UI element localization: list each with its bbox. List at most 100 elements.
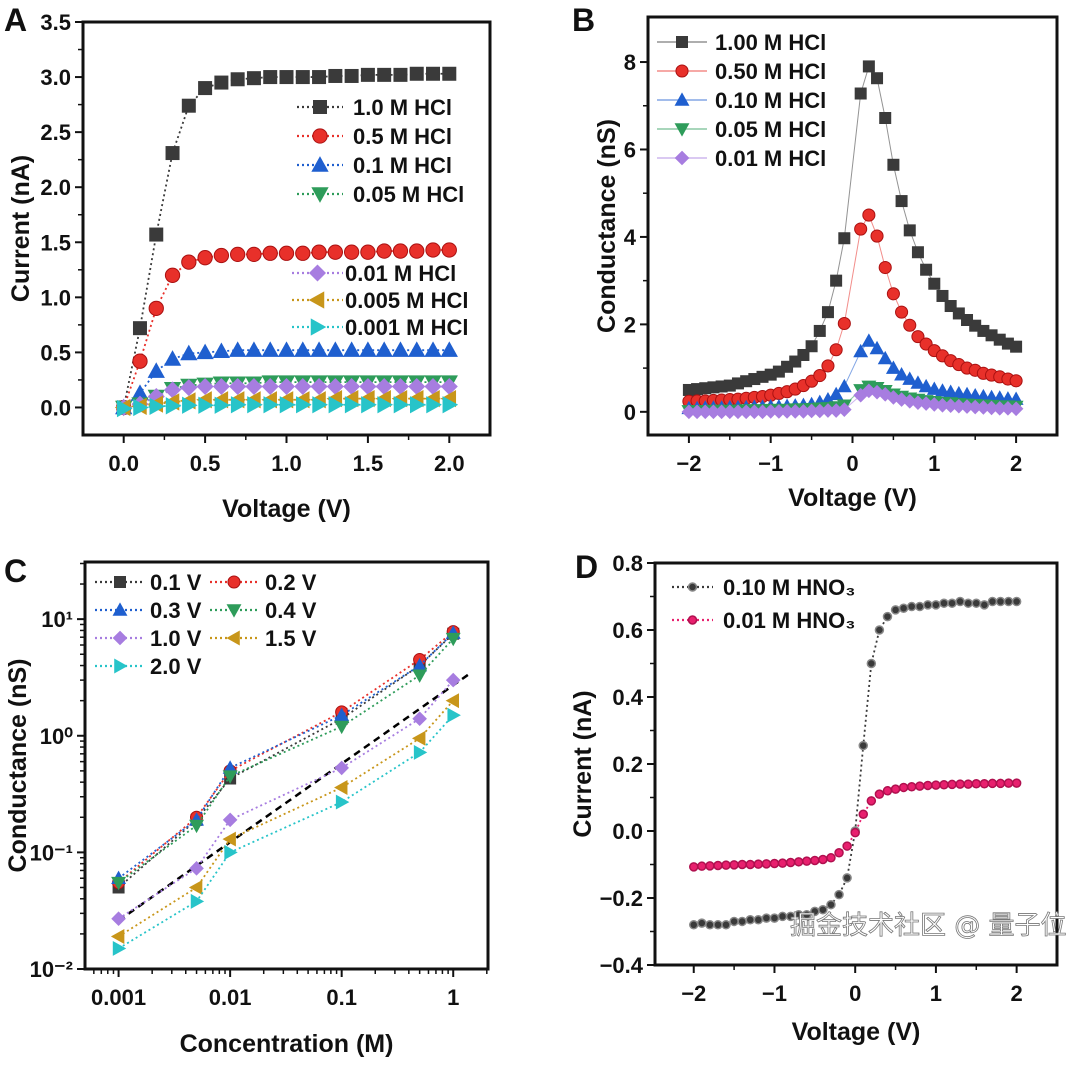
data-point xyxy=(753,859,764,869)
data-point xyxy=(920,263,933,276)
data-point xyxy=(212,378,230,396)
legend-label: 0.2 V xyxy=(265,570,317,595)
data-point xyxy=(164,267,181,283)
data-point xyxy=(903,224,916,237)
data-point xyxy=(995,778,1006,789)
data-point xyxy=(1011,596,1022,607)
x-tick-label: 2.0 xyxy=(434,451,465,476)
data-point xyxy=(769,913,780,923)
series-line xyxy=(118,700,454,938)
series-line xyxy=(688,65,1017,391)
data-point xyxy=(898,603,909,613)
legend-marker xyxy=(312,128,328,144)
data-point xyxy=(910,375,926,389)
legend-label: 0.10 M HCl xyxy=(715,88,826,113)
data-point xyxy=(247,396,263,414)
data-point xyxy=(853,343,869,358)
data-point xyxy=(890,784,901,794)
data-point xyxy=(262,245,278,261)
data-point xyxy=(116,399,133,418)
data-point xyxy=(877,350,893,365)
y-tick-label: 2.0 xyxy=(40,175,71,200)
data-point xyxy=(412,711,427,727)
y-tick-label: 0 xyxy=(624,400,636,425)
data-point xyxy=(425,242,441,258)
data-point xyxy=(442,66,457,81)
x-tick-label: −2 xyxy=(681,981,706,1006)
legend-marker xyxy=(112,602,128,616)
data-point xyxy=(826,899,836,910)
data-point xyxy=(729,916,739,927)
legend-label: 1.0 V xyxy=(150,626,202,651)
panel-label: C xyxy=(4,553,27,589)
data-point xyxy=(971,598,982,608)
x-tick-label: 1 xyxy=(928,451,940,476)
data-point xyxy=(877,387,893,402)
legend-entry: 1.00 M HCl xyxy=(657,30,826,55)
data-point xyxy=(777,858,788,868)
data-point xyxy=(939,598,949,608)
data-point xyxy=(377,396,394,414)
data-point xyxy=(212,342,231,359)
x-tick-label: −1 xyxy=(762,981,787,1006)
data-point xyxy=(263,70,278,85)
x-tick-label: 1 xyxy=(447,985,459,1010)
data-point xyxy=(261,341,279,357)
data-point xyxy=(189,861,204,876)
legend-entry: 0.05 M HCl xyxy=(657,117,826,142)
data-point xyxy=(334,707,350,722)
data-point xyxy=(862,60,875,73)
data-point xyxy=(869,384,885,400)
data-point xyxy=(737,859,747,870)
data-point xyxy=(911,246,924,259)
data-point xyxy=(445,693,460,709)
legend-label: 0.1 V xyxy=(150,570,202,595)
y-axis-label: Current (nA) xyxy=(7,155,35,302)
series-line xyxy=(118,714,454,950)
data-point xyxy=(911,330,925,344)
data-point xyxy=(334,760,349,776)
data-point xyxy=(328,396,345,414)
legend-entry: 0.1 V xyxy=(95,570,202,595)
data-point xyxy=(861,333,877,347)
data-point xyxy=(361,396,377,414)
data-point xyxy=(279,70,294,85)
data-point xyxy=(132,321,147,336)
data-point xyxy=(413,744,428,760)
data-point xyxy=(245,341,263,357)
legend-marker xyxy=(313,100,327,114)
data-point xyxy=(278,245,295,261)
data-point xyxy=(246,71,261,86)
series-line xyxy=(118,631,454,884)
legend-entry: 0.2 V xyxy=(210,570,317,595)
panel-label: A xyxy=(4,2,27,38)
legend-label: 0.005 M HCl xyxy=(345,288,469,313)
data-point xyxy=(886,287,900,301)
data-point xyxy=(393,396,410,414)
data-point xyxy=(1003,596,1014,607)
legend-entry: 1.0 M HCl xyxy=(297,95,452,120)
series-1-0-v xyxy=(111,672,461,927)
x-axis-label: Voltage (V) xyxy=(788,484,917,512)
series-line xyxy=(123,349,450,409)
series-line xyxy=(118,679,454,920)
data-point xyxy=(923,600,933,610)
data-point xyxy=(326,341,344,357)
legend-entry: 0.50 M HCl xyxy=(657,59,826,84)
data-point xyxy=(426,66,441,81)
y-tick-label: 2 xyxy=(624,312,636,337)
data-point xyxy=(375,341,393,357)
data-point xyxy=(947,598,957,608)
series-line xyxy=(123,381,450,409)
data-point xyxy=(821,306,834,319)
data-point xyxy=(834,889,844,900)
data-point xyxy=(245,378,263,396)
data-point xyxy=(745,859,756,870)
data-point xyxy=(834,848,844,858)
data-point xyxy=(955,779,965,789)
data-point xyxy=(866,658,877,669)
y-tick-label: 4 xyxy=(624,225,637,250)
legend-marker xyxy=(308,264,327,282)
data-point xyxy=(214,75,229,90)
data-point xyxy=(785,857,796,868)
